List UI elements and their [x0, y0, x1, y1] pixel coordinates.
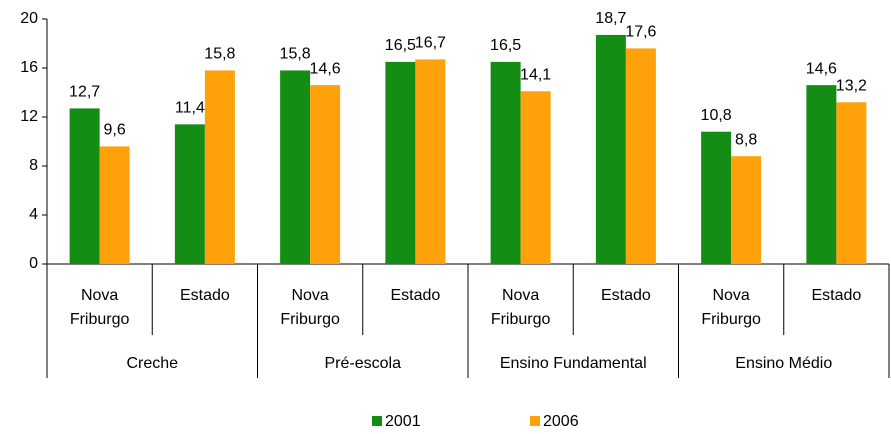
group-label: Ensino Fundamental	[500, 355, 647, 372]
x-tick-label: Estado	[179, 287, 230, 304]
bar	[731, 156, 762, 264]
value-label: 14,1	[520, 66, 551, 83]
bar	[310, 85, 341, 265]
value-label: 11,4	[175, 100, 205, 117]
value-label: 16,5	[490, 37, 521, 54]
bar	[99, 146, 130, 264]
bar	[490, 61, 521, 264]
group-label: Creche	[126, 355, 178, 372]
value-label: 14,6	[310, 60, 341, 77]
bar	[836, 102, 867, 264]
bar	[385, 61, 416, 264]
value-label: 8,8	[735, 131, 757, 148]
bar	[69, 108, 100, 264]
legend-label: 2006	[543, 413, 579, 430]
y-tick-label: 12	[20, 108, 38, 125]
value-label: 10,8	[701, 107, 732, 124]
value-label: 12,7	[69, 84, 100, 101]
bar	[174, 124, 205, 264]
legend-label: 2001	[385, 413, 421, 430]
group-label: Pré-escola	[325, 355, 402, 372]
x-tick-label: Estado	[600, 287, 651, 304]
value-label: 16,5	[385, 37, 416, 54]
y-tick-label: 8	[29, 157, 38, 174]
x-tick-label: Nova Friburgo	[701, 287, 761, 328]
value-label: 18,7	[595, 10, 626, 27]
x-tick-label: Nova Friburgo	[280, 287, 340, 328]
group-label: Ensino Médio	[735, 355, 832, 372]
bar	[204, 70, 235, 264]
legend-swatch	[372, 416, 382, 426]
value-label: 15,8	[280, 46, 311, 63]
x-tick-label: Estado	[811, 287, 862, 304]
value-label: 16,7	[415, 35, 446, 52]
value-label: 17,6	[625, 24, 656, 41]
y-tick-label: 16	[20, 59, 38, 76]
bar	[415, 59, 446, 264]
value-label: 9,6	[104, 122, 126, 139]
y-tick-label: 0	[29, 255, 38, 272]
x-tick-label: Estado	[390, 287, 441, 304]
bar	[595, 34, 626, 264]
bar	[625, 48, 656, 265]
y-tick-label: 4	[29, 206, 38, 223]
bar	[806, 85, 837, 265]
bar	[701, 131, 732, 264]
value-label: 14,6	[806, 60, 837, 77]
value-label: 15,8	[204, 46, 235, 63]
legend-swatch	[530, 416, 540, 426]
x-tick-label: Nova Friburgo	[69, 287, 130, 328]
y-tick-label: 20	[20, 10, 38, 27]
x-tick-label: Nova Friburgo	[490, 287, 551, 328]
bar	[520, 91, 551, 265]
value-label: 13,2	[836, 78, 867, 95]
bar	[280, 70, 311, 264]
